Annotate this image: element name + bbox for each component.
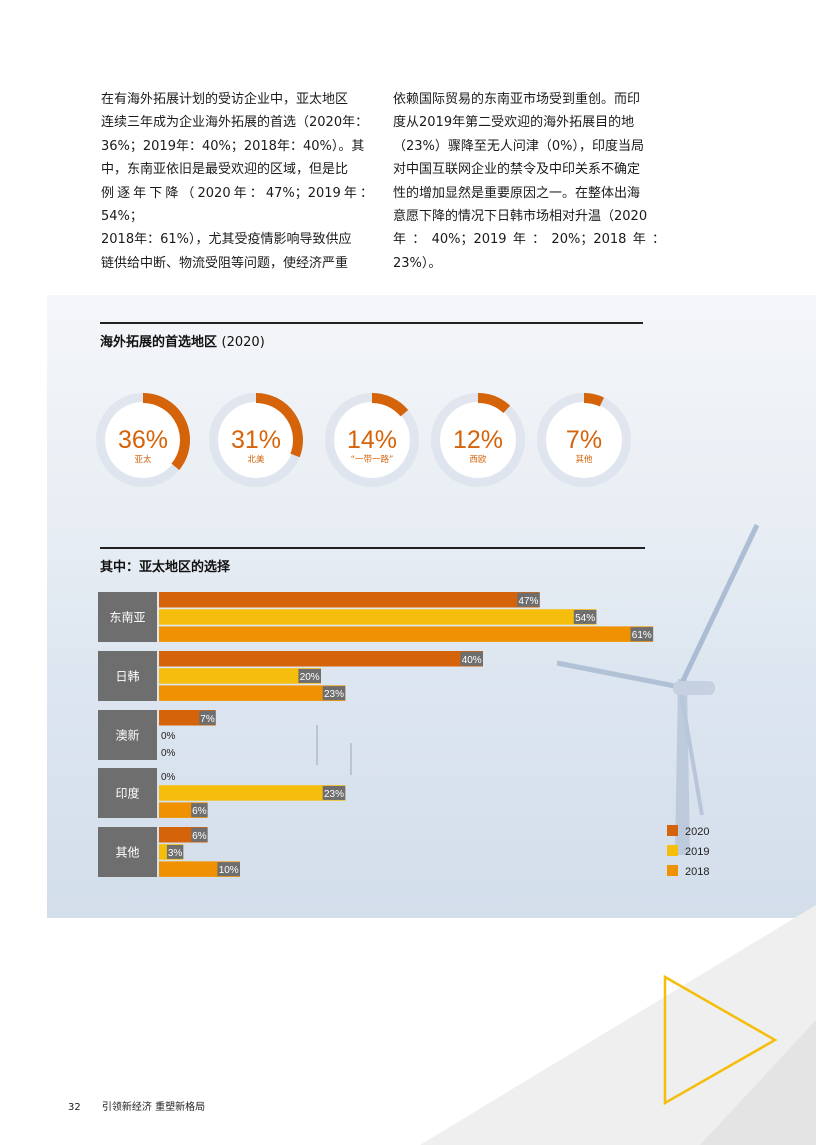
- text-line: （23%）骤降至无人问津（0%），印度当局: [393, 138, 645, 154]
- bar-value-label-bg: [517, 592, 540, 607]
- donut-center: [105, 402, 181, 478]
- donut-value-label: 12%: [453, 426, 503, 454]
- bar-value-label: 23%: [324, 689, 344, 700]
- legend-label: 2019: [685, 846, 709, 858]
- donut-center: [334, 402, 410, 478]
- legend-swatch-2019: [667, 845, 678, 856]
- text-line: 度从2019年第二受欢迎的海外拓展目的地: [393, 115, 635, 131]
- bar-value-label-bg: [166, 844, 184, 859]
- bar-value-label-bg: [322, 686, 346, 701]
- body-text-column-2: 依赖国际贸易的东南亚市场受到重创。而印 度从2019年第二受欢迎的海外拓展目的地…: [393, 88, 665, 275]
- donut-center: [218, 402, 294, 478]
- text-line: 性的增加显然是重要原因之一。在整体出海: [393, 185, 641, 201]
- legend-swatch-2018: [667, 865, 678, 876]
- donut-category-label: “一带一路”: [351, 454, 394, 465]
- bar-value-label-bg: [199, 710, 216, 725]
- bar-value-label: 7%: [200, 714, 215, 725]
- text-line: 中，东南亚依旧是最受欢迎的区域，但是比: [101, 162, 349, 178]
- category-label-box: [98, 827, 157, 877]
- text-line: 连续三年成为企业海外拓展的首选（2020年：: [101, 115, 369, 131]
- donut-center: [440, 402, 516, 478]
- category-label: 澳新: [115, 728, 139, 743]
- bar-value-label: 6%: [192, 806, 207, 817]
- bar-value-label-bg: [460, 651, 483, 666]
- category-label-box: [98, 768, 157, 818]
- bar-2018: [159, 685, 346, 701]
- text-line: 依赖国际贸易的东南亚市场受到重创。而印: [393, 92, 641, 107]
- bar-value-label-bg: [191, 827, 208, 842]
- text-line: 例逐年下降（2020年：47%；2019年：54%；: [101, 185, 373, 225]
- bar-value-label-bg: [573, 609, 597, 624]
- wind-turbine-illustration: [316, 523, 760, 855]
- bar-value-label: 0%: [161, 748, 176, 759]
- text-line: 意愿下降的情况下日韩市场相对升温（2020: [393, 209, 648, 225]
- bar-value-label: 47%: [518, 596, 538, 607]
- donut-arc: [142, 393, 190, 470]
- category-label-box: [98, 651, 157, 701]
- text-line: 链供给中断、物流受阻等问题，使经济严重: [101, 255, 349, 271]
- text-line: 36%；2019年：40%；2018年：40%）。其: [101, 138, 365, 154]
- text-line: 对中国互联网企业的禁令及中印关系不确定: [393, 162, 641, 178]
- donut-arc: [255, 393, 303, 458]
- donut-arc: [371, 393, 409, 417]
- legend-swatch-2020: [667, 825, 678, 836]
- bar-value-label: 10%: [219, 865, 239, 876]
- legend-label: 2018: [685, 866, 709, 878]
- page-footer: 32 引领新经济 重塑新格局: [68, 1098, 205, 1113]
- body-text-column-1: 在有海外拓展计划的受访企业中，亚太地区 连续三年成为企业海外拓展的首选（2020…: [101, 88, 373, 275]
- section-year: (2020): [221, 335, 265, 350]
- bar-value-label-bg: [191, 803, 208, 818]
- category-label: 日韩: [115, 669, 139, 684]
- donut-value-label: 31%: [231, 426, 281, 454]
- bar-value-label: 40%: [462, 655, 482, 666]
- bar-value-label-bg: [217, 862, 240, 877]
- bar-value-label: 23%: [324, 789, 344, 800]
- bar-value-label-bg: [630, 627, 654, 642]
- legend-label: 2020: [685, 826, 709, 838]
- bar-2020: [159, 651, 483, 667]
- category-label: 印度: [115, 786, 139, 801]
- category-label-box: [98, 592, 157, 642]
- bar-value-label: 61%: [632, 630, 652, 641]
- section-title-regions: 海外拓展的首选地区 (2020): [100, 331, 265, 350]
- donut-category-label: 西欧: [469, 454, 487, 465]
- section-title-apac: 其中：亚太地区的选择: [100, 560, 231, 575]
- bar-value-label: 20%: [300, 672, 320, 683]
- donut-value-label: 36%: [118, 426, 168, 454]
- text-line: 年：40%；2019年：20%；2018年：23%）。: [393, 232, 665, 271]
- category-label-box: [98, 710, 157, 760]
- donut-category-label: 其他: [575, 454, 593, 465]
- bar-value-label: 0%: [161, 731, 176, 742]
- donut-category-label: 北美: [247, 454, 265, 465]
- footer-title: 引领新经济 重塑新格局: [101, 1102, 206, 1113]
- section-title-text: 海外拓展的首选地区: [100, 335, 218, 350]
- bar-2019: [159, 668, 321, 684]
- section-divider: [100, 547, 645, 549]
- donut-value-label: 14%: [347, 426, 397, 454]
- category-label: 其他: [115, 846, 139, 860]
- donut-arc: [477, 393, 511, 414]
- donut-arc: [583, 393, 605, 407]
- bar-value-label-bg: [298, 668, 321, 683]
- text-line: 在有海外拓展计划的受访企业中，亚太地区: [101, 92, 349, 107]
- category-label: 东南亚: [109, 610, 145, 625]
- bar-2019: [159, 785, 346, 801]
- text-line: 2018年：61%），尤其受疫情影响导致供应: [101, 232, 352, 248]
- section-divider: [100, 322, 643, 324]
- bar-2020: [159, 592, 540, 608]
- donut-center: [546, 402, 622, 478]
- bar-2018: [159, 626, 654, 642]
- bar-value-label: 0%: [161, 772, 176, 783]
- bar-value-label: 3%: [168, 848, 183, 859]
- bar-value-label: 54%: [575, 613, 595, 624]
- bar-2019: [159, 609, 597, 625]
- page-number: 32: [68, 1102, 81, 1113]
- donut-value-label: 7%: [566, 426, 602, 454]
- bar-value-label-bg: [322, 785, 346, 800]
- bar-value-label: 6%: [192, 831, 207, 842]
- donut-category-label: 亚太: [134, 454, 152, 465]
